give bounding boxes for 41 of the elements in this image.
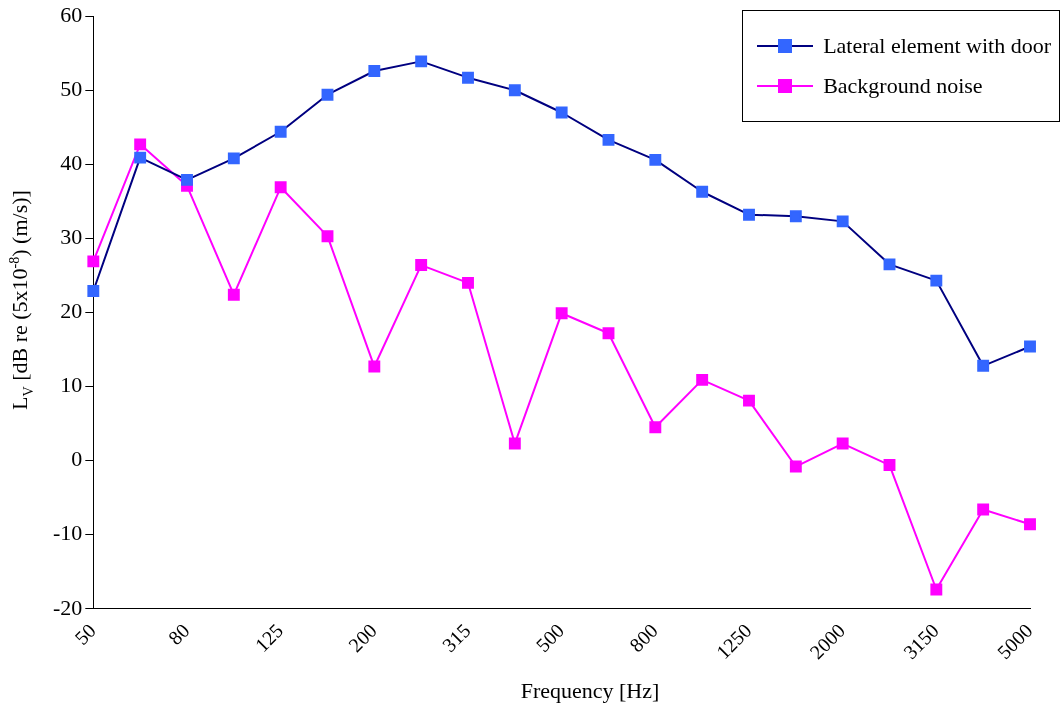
x-tick-label: 5000 <box>992 619 1037 664</box>
y-tick-label: 10 <box>60 372 83 398</box>
point <box>227 288 240 301</box>
point <box>930 583 943 596</box>
point <box>696 373 709 386</box>
point <box>508 437 521 450</box>
y-tick-label: 40 <box>60 150 83 176</box>
y-tick-label: 60 <box>60 1 83 27</box>
point <box>555 307 568 320</box>
x-tick-label: 200 <box>344 619 381 656</box>
point <box>1024 518 1036 531</box>
y-tick-label: 0 <box>71 446 83 472</box>
x-tick-label: 80 <box>163 619 194 649</box>
point <box>789 460 802 473</box>
point <box>415 259 428 272</box>
legend-label: Lateral element with door <box>823 33 1051 59</box>
x-tick-label: 800 <box>625 619 662 656</box>
y-tick-label: 30 <box>60 224 83 250</box>
x-tick-label: 3150 <box>899 619 943 664</box>
point <box>134 138 147 151</box>
y-tick-label: -10 <box>53 520 83 546</box>
point <box>649 421 662 434</box>
point <box>368 360 381 373</box>
x-tick-label: 125 <box>250 619 288 656</box>
y-tick-label: 20 <box>60 298 83 324</box>
legend-label: Background noise <box>823 73 983 99</box>
y-tick-label: 50 <box>60 76 83 102</box>
y-tick-label: -20 <box>53 594 83 620</box>
x-tick-label: 1250 <box>711 619 756 664</box>
point <box>462 276 474 289</box>
point <box>743 394 755 407</box>
point <box>977 503 990 516</box>
point <box>602 327 615 340</box>
x-tick-label: 315 <box>437 619 475 656</box>
point <box>87 255 100 268</box>
point <box>836 437 849 450</box>
x-tick-label: 500 <box>531 619 569 656</box>
x-axis-title: Frequency [Hz] <box>519 678 661 704</box>
point <box>274 181 287 194</box>
point <box>321 230 334 243</box>
point <box>883 459 896 471</box>
